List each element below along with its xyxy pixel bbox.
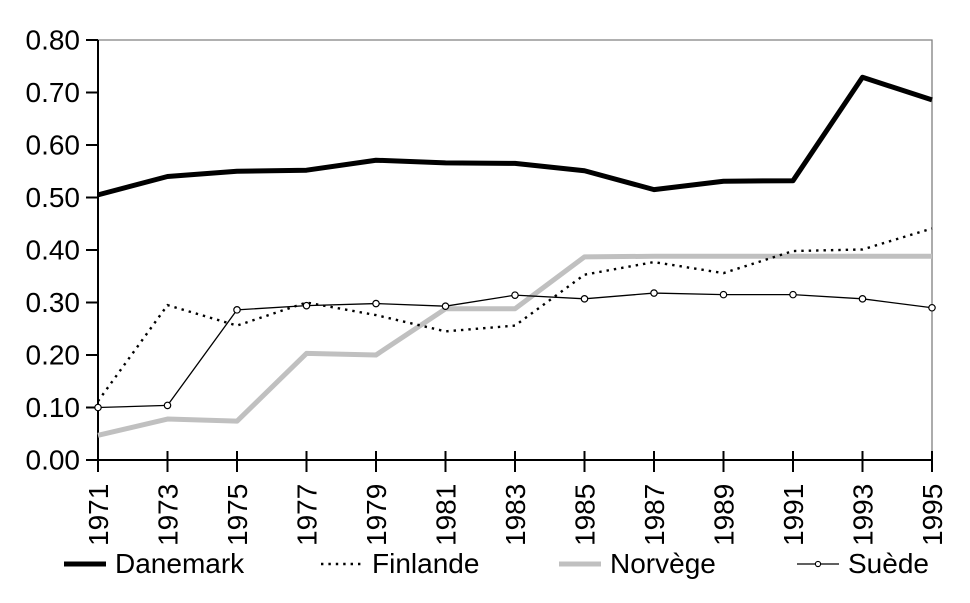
legend-line-sample-danemark — [64, 561, 106, 567]
x-tick-label: 1979 — [361, 484, 392, 546]
x-tick-label: 1973 — [153, 484, 184, 546]
legend-item-finlande: Finlande — [320, 546, 479, 582]
data-point-marker-suede — [302, 301, 311, 310]
data-point-marker-suede — [233, 306, 241, 314]
data-point-marker-suede — [928, 303, 936, 312]
legend-sample-marker-suede — [814, 560, 822, 568]
series-line-danemark — [97, 74, 933, 198]
y-tick-label: 0.20 — [26, 340, 81, 371]
plot-area: 0.00 0.10 0.20 0.30 0.40 0.50 0.60 0.70 0.80 1971… — [26, 25, 949, 547]
x-tick-label: 1983 — [500, 484, 531, 546]
data-point-marker-suede — [94, 403, 102, 412]
data-point-marker-suede — [511, 291, 519, 299]
legend-item-danemark: Danemark — [63, 546, 244, 582]
legend-line-sample-suede — [797, 560, 839, 568]
legend-label-suede: Suède — [848, 548, 929, 579]
y-tick-label: 0.00 — [26, 445, 81, 476]
x-tick-label: 1991 — [778, 484, 809, 546]
x-tick-label: 1989 — [709, 484, 740, 546]
legend-line-sample-finlande — [321, 562, 363, 566]
x-tick-label: 1977 — [292, 484, 323, 546]
legend-label-norvege: Norvège — [610, 548, 716, 579]
y-tick-label: 0.70 — [26, 77, 81, 108]
legend: Danemark Finlande Norvège Suède — [0, 546, 970, 586]
data-point-marker-suede — [719, 290, 728, 299]
legend-item-suede: Suède — [796, 546, 929, 582]
x-tick-label: 1975 — [222, 484, 253, 546]
series-line-norvege — [97, 253, 932, 438]
x-tick-label: 1995 — [917, 484, 948, 546]
legend-line-sample-norvege — [559, 561, 601, 567]
legend-label-danemark: Danemark — [115, 548, 245, 579]
y-tick-label: 0.60 — [26, 130, 81, 161]
x-tick-label: 1993 — [848, 484, 879, 546]
data-point-marker-suede — [650, 289, 658, 297]
x-tick-label: 1987 — [639, 484, 670, 546]
legend-item-norvege: Norvège — [558, 546, 716, 582]
plot-frame — [98, 39, 933, 460]
data-point-marker-suede — [163, 401, 172, 410]
x-tick-label: 1971 — [83, 484, 114, 546]
data-point-marker-suede — [580, 295, 589, 303]
y-tick-label: 0.10 — [26, 392, 81, 423]
data-point-marker-suede — [372, 299, 380, 308]
data-point-marker-suede — [858, 295, 867, 303]
x-tick-label: 1981 — [431, 484, 462, 546]
y-tick-label: 0.40 — [26, 235, 81, 266]
x-tick-label: 1985 — [570, 484, 601, 546]
y-tick-label: 0.30 — [26, 287, 81, 318]
y-tick-label: 0.50 — [26, 182, 81, 213]
legend-label-finlande: Finlande — [372, 548, 480, 579]
y-tick-label: 0.80 — [26, 25, 81, 56]
data-point-marker-suede — [441, 302, 450, 310]
data-point-marker-suede — [789, 290, 797, 299]
